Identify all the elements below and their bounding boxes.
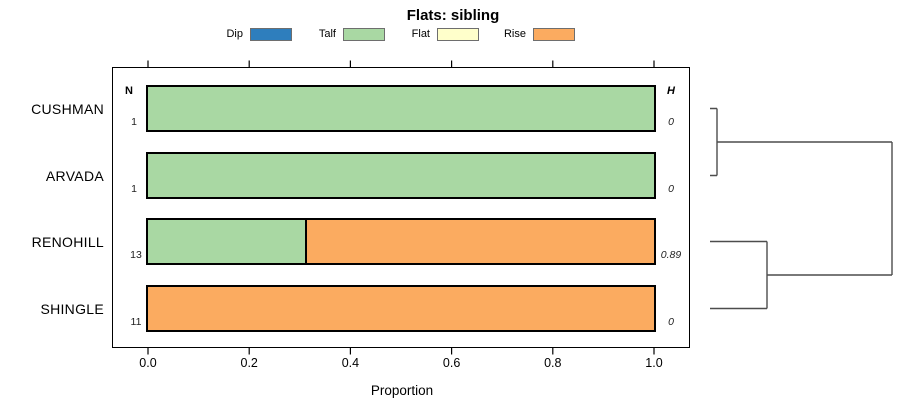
x-axis-label: Proportion — [370, 383, 434, 398]
x-tick-label: 0.8 — [544, 356, 562, 370]
row-label-shingle: SHINGLE — [40, 300, 104, 317]
legend-label-flat: Flat — [411, 28, 430, 40]
x-tick-label: 0.2 — [240, 356, 258, 370]
legend-item-talf: Talf — [296, 26, 385, 42]
dendrogram — [710, 107, 893, 310]
legend-label-rise: Rise — [503, 28, 526, 40]
n-value-renohill: 13 — [130, 249, 142, 261]
x-tick-label: 0.0 — [139, 356, 157, 370]
n-value-arvada: 1 — [131, 182, 137, 195]
bar-segment-rise — [304, 220, 654, 263]
legend-label-dip: Dip — [226, 28, 243, 40]
x-tick-label: 0.6 — [442, 356, 461, 370]
chart-title: Flats: sibling — [406, 7, 500, 24]
h-value-cushman: 0 — [668, 115, 674, 128]
legend-swatch-flat — [437, 27, 479, 41]
bar-renohill — [146, 218, 656, 265]
n-value-cushman: 1 — [131, 115, 137, 128]
bar-segment-talf — [148, 87, 654, 130]
x-tick-label: 0.4 — [341, 356, 360, 370]
bar-segment-talf — [148, 220, 305, 263]
row-label-renohill: RENOHILL — [31, 233, 104, 250]
legend-item-dip: Dip — [203, 26, 292, 42]
legend-item-flat: Flat — [390, 26, 479, 42]
h-column-header: H — [667, 85, 675, 97]
legend-item-rise: Rise — [486, 26, 575, 42]
n-value-shingle: 11 — [130, 315, 142, 328]
dendrogram-cluster-bottom — [710, 240, 768, 310]
bar-segment-rise — [148, 287, 654, 330]
bar-cushman — [146, 85, 656, 132]
legend-label-talf: Talf — [318, 28, 336, 40]
n-column-header: N — [125, 85, 133, 97]
legend-swatch-rise — [533, 27, 575, 41]
h-value-shingle: 0 — [668, 315, 674, 328]
row-label-arvada: ARVADA — [45, 167, 104, 184]
bar-segment-talf — [148, 154, 654, 197]
h-value-renohill: 0.89 — [660, 249, 682, 261]
dendrogram-cluster-top — [710, 107, 718, 177]
legend-swatch-talf — [343, 27, 385, 41]
bar-shingle — [146, 285, 656, 332]
h-value-arvada: 0 — [668, 182, 674, 195]
x-tick-label: 1.0 — [645, 356, 663, 370]
legend-swatch-dip — [250, 27, 292, 41]
bar-arvada — [146, 152, 656, 199]
row-label-cushman: CUSHMAN — [31, 100, 104, 117]
